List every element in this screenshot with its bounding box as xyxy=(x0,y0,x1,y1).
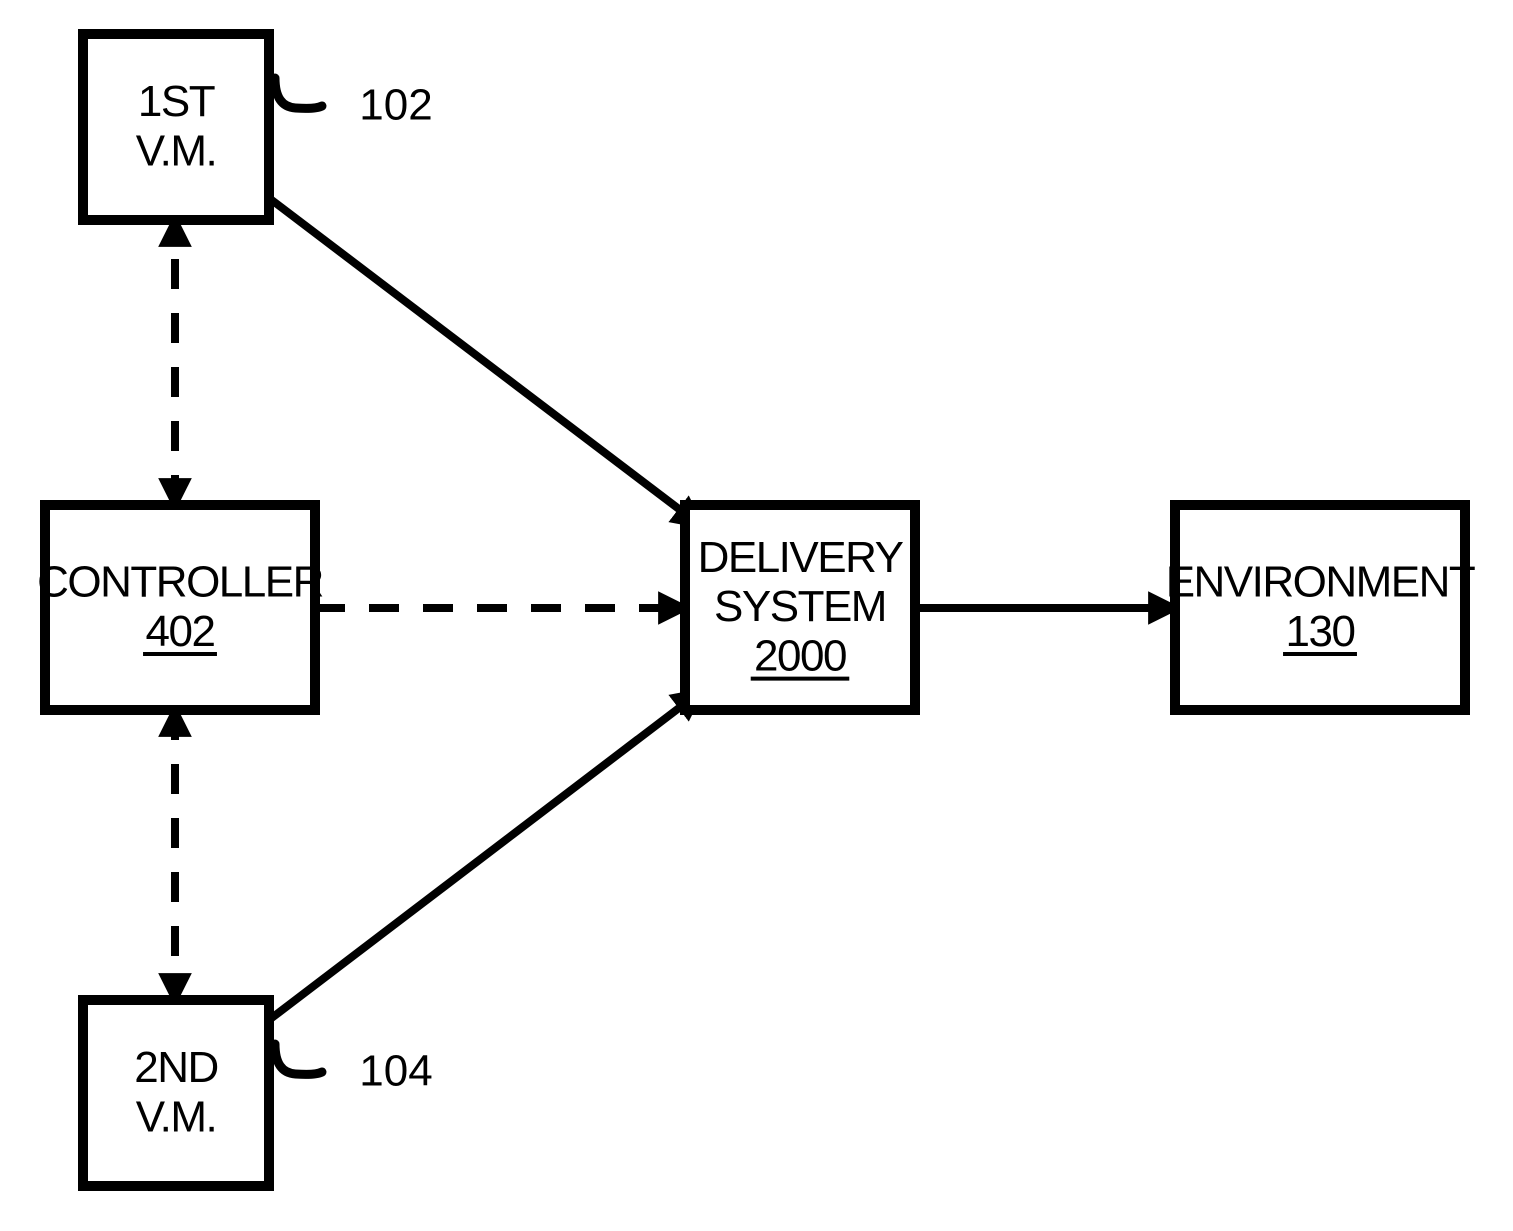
node-vm2-label-0: 2ND xyxy=(134,1043,218,1092)
node-delivery: DELIVERYSYSTEM2000 xyxy=(685,505,915,710)
node-controller-ref: 402 xyxy=(146,607,215,656)
node-vm2: 2NDV.M. 104 xyxy=(83,1000,433,1186)
node-environment-ref: 130 xyxy=(1286,607,1355,656)
node-controller: CONTROLLER402 xyxy=(37,505,323,710)
node-delivery-label-0: DELIVERY xyxy=(698,533,904,582)
node-vm2-callout-hook xyxy=(275,1044,322,1074)
node-vm1-label-1: V.M. xyxy=(136,126,216,175)
node-controller-label-0: CONTROLLER xyxy=(37,557,323,606)
edge-3 xyxy=(269,198,700,525)
node-vm1-label-0: 1ST xyxy=(138,77,215,126)
edge-4 xyxy=(269,692,700,1020)
node-environment-label-0: ENVIRONMENT xyxy=(1166,557,1475,606)
edges xyxy=(175,198,1175,1020)
node-environment: ENVIRONMENT130 xyxy=(1166,505,1475,710)
node-vm1-callout-label: 102 xyxy=(359,81,432,130)
nodes: 1STV.M.1022NDV.M.104CONTROLLER402DELIVER… xyxy=(37,34,1475,1186)
node-delivery-label-1: SYSTEM xyxy=(714,582,886,631)
node-vm2-callout-label: 104 xyxy=(359,1047,432,1096)
node-delivery-ref: 2000 xyxy=(754,631,846,680)
node-vm1: 1STV.M. 102 xyxy=(83,34,433,220)
node-vm1-callout-hook xyxy=(275,78,322,108)
node-vm2-label-1: V.M. xyxy=(136,1092,216,1141)
